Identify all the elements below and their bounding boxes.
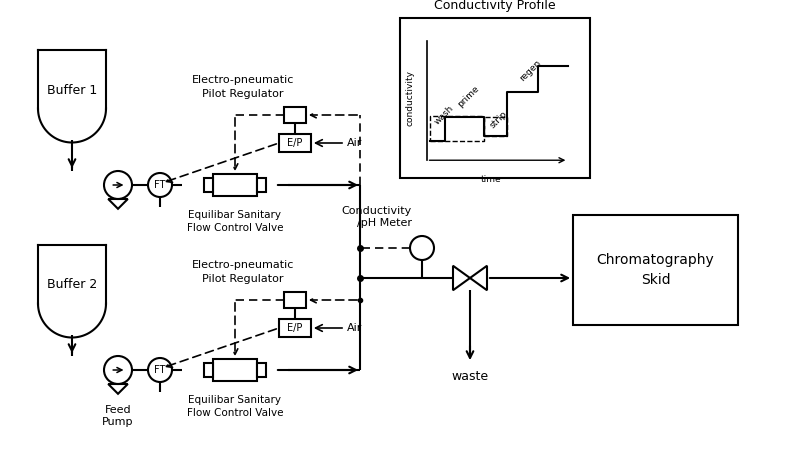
Bar <box>573 215 738 325</box>
Bar <box>257 363 266 377</box>
Text: conductivity: conductivity <box>405 70 414 126</box>
Text: prime: prime <box>456 84 481 110</box>
Text: regen: regen <box>517 58 542 83</box>
Bar <box>279 319 311 337</box>
Bar <box>284 292 306 308</box>
Text: Chromatography
Skid: Chromatography Skid <box>597 253 714 287</box>
Text: Air: Air <box>347 323 362 333</box>
Text: Feed
Pump: Feed Pump <box>102 405 134 427</box>
Text: wash: wash <box>433 103 456 126</box>
Text: Conductivity
/pH Meter: Conductivity /pH Meter <box>342 205 412 228</box>
Bar <box>204 178 213 192</box>
Bar <box>279 134 311 152</box>
Text: Air: Air <box>347 138 362 148</box>
Bar <box>400 18 590 178</box>
Text: Electro-pneumatic
Pilot Regulator: Electro-pneumatic Pilot Regulator <box>192 260 294 283</box>
Bar <box>213 359 257 381</box>
Text: Equilibar Sanitary
Flow Control Valve: Equilibar Sanitary Flow Control Valve <box>187 210 283 233</box>
Text: waste: waste <box>451 370 489 383</box>
Bar <box>213 174 257 196</box>
Text: Equilibar Sanitary
Flow Control Valve: Equilibar Sanitary Flow Control Valve <box>187 395 283 418</box>
Text: FT: FT <box>154 365 166 375</box>
Text: Buffer 1: Buffer 1 <box>47 84 97 96</box>
Bar <box>483 117 507 136</box>
Text: Electro-pneumatic
Pilot Regulator: Electro-pneumatic Pilot Regulator <box>192 75 294 99</box>
Text: strip: strip <box>488 110 509 130</box>
Text: E/P: E/P <box>288 323 303 333</box>
Text: Conductivity Profile: Conductivity Profile <box>434 0 556 12</box>
Text: E/P: E/P <box>288 138 303 148</box>
Bar <box>284 107 306 123</box>
Bar <box>430 116 483 141</box>
Bar <box>257 178 266 192</box>
Text: FT: FT <box>154 180 166 190</box>
Bar <box>204 363 213 377</box>
Text: Buffer 2: Buffer 2 <box>47 279 97 291</box>
Text: time: time <box>481 174 501 184</box>
